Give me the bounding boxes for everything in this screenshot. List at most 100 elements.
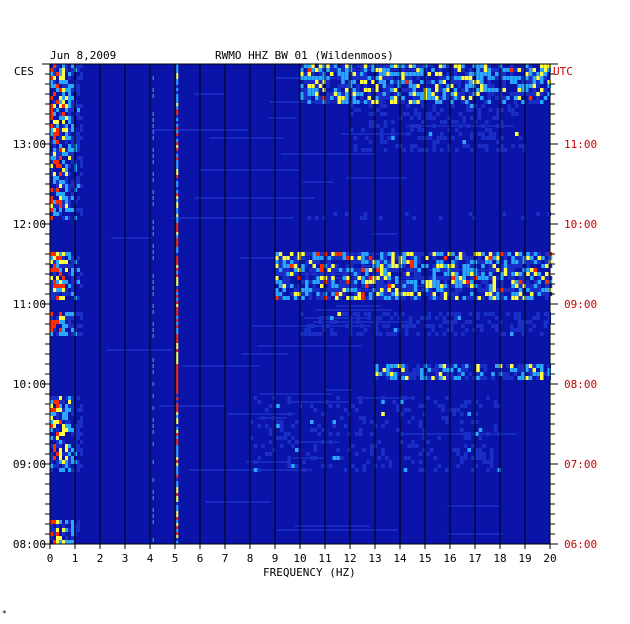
spectral-cell	[370, 448, 374, 452]
spectral-cell	[340, 416, 344, 420]
spectral-cell	[59, 332, 62, 336]
spectral-cell	[495, 328, 499, 332]
spectral-cell	[412, 372, 416, 376]
spectral-cell	[320, 268, 324, 272]
spectral-cell	[352, 100, 356, 104]
spectral-cell	[450, 80, 454, 84]
spectral-cell	[543, 68, 548, 72]
spectral-cell	[413, 276, 418, 280]
spectral-cell	[445, 396, 449, 400]
spectral-cell	[50, 420, 53, 424]
spectral-cell	[446, 376, 450, 380]
spectral-line	[152, 178, 154, 182]
spectral-cell	[303, 332, 308, 336]
spectral-cell	[68, 188, 71, 192]
spectral-cell	[547, 212, 551, 216]
spectral-cell	[510, 64, 514, 68]
spectral-cell	[427, 324, 431, 328]
spectral-cell	[322, 316, 326, 320]
spectral-cell	[530, 296, 534, 300]
spectral-cell	[470, 148, 474, 152]
spectral-cell	[511, 268, 515, 272]
spectral-cell	[485, 260, 489, 264]
spectral-cell	[390, 368, 394, 372]
spectral-cell	[511, 112, 515, 116]
spectral-cell	[525, 72, 529, 76]
spectral-cell	[403, 396, 408, 400]
spectral-line	[176, 253, 179, 256]
spectral-cell	[540, 92, 544, 96]
spectral-cell	[53, 464, 56, 468]
spectral-cell	[453, 312, 458, 316]
spectral-cell	[425, 136, 429, 140]
spectral-line	[152, 418, 154, 422]
spectral-cell	[80, 464, 83, 468]
spectral-cell	[406, 288, 410, 292]
spectral-cell	[56, 128, 59, 132]
spectral-line	[176, 397, 179, 400]
spectral-cell	[465, 84, 469, 88]
spectral-cell	[342, 280, 346, 284]
spectral-cell	[547, 92, 551, 96]
spectral-cell	[290, 284, 294, 288]
spectral-cell	[428, 292, 433, 296]
spectral-line	[176, 109, 179, 112]
spectral-cell	[416, 92, 420, 96]
spectral-line	[176, 262, 179, 265]
spectral-cell	[68, 460, 71, 464]
spectral-cell	[62, 256, 65, 260]
spectral-cell	[545, 252, 549, 256]
spectral-cell	[427, 80, 431, 84]
spectral-cell	[65, 260, 68, 264]
spectral-cell	[526, 284, 530, 288]
spectral-cell	[421, 136, 425, 140]
spectral-cell	[487, 64, 491, 68]
spectral-cell	[368, 256, 373, 260]
spectral-cell	[500, 124, 504, 128]
spectral-cell	[393, 100, 398, 104]
spectral-line	[152, 274, 154, 278]
spectral-cell	[380, 252, 384, 256]
spectral-cell	[59, 520, 62, 524]
spectral-cell	[71, 400, 74, 404]
spectral-cell	[388, 464, 393, 468]
spectral-cell	[53, 420, 56, 424]
spectral-cell	[435, 316, 439, 320]
spectral-cell	[402, 148, 406, 152]
spectral-cell	[62, 88, 65, 92]
spectral-cell	[378, 72, 383, 76]
spectral-cell	[372, 252, 376, 256]
spectral-cell	[447, 252, 451, 256]
spectral-cell	[68, 72, 71, 76]
spectral-cell	[50, 96, 53, 100]
spectral-cell	[276, 404, 280, 408]
spectral-cell	[50, 104, 53, 108]
spectral-cell	[68, 112, 71, 116]
spectral-cell	[517, 324, 521, 328]
spectral-cell	[278, 264, 283, 268]
spectral-cell	[368, 140, 373, 144]
spectral-cell	[466, 284, 470, 288]
spectral-cell	[421, 104, 425, 108]
spectral-cell	[493, 404, 498, 408]
spectral-line	[152, 190, 154, 194]
spectral-cell	[322, 88, 326, 92]
spectral-cell	[68, 444, 71, 448]
spectral-line	[152, 382, 154, 386]
spectral-cell	[56, 64, 59, 68]
spectral-line	[176, 442, 179, 445]
spectral-cell	[467, 432, 471, 436]
spectral-cell	[50, 80, 53, 84]
spectral-cell	[68, 520, 71, 524]
spectral-line	[176, 463, 179, 466]
left-tick-label: 11:00	[13, 298, 46, 311]
spectral-cell	[503, 252, 508, 256]
spectral-cell	[372, 260, 376, 264]
spectral-cell	[59, 284, 62, 288]
spectral-cell	[332, 424, 336, 428]
station-title: RWMO HHZ BW 01 (Wildenmoos)	[215, 49, 394, 62]
spectral-cell	[440, 148, 444, 152]
spectral-cell	[71, 96, 74, 100]
spectral-cell	[311, 324, 315, 328]
spectral-cell	[59, 448, 62, 452]
